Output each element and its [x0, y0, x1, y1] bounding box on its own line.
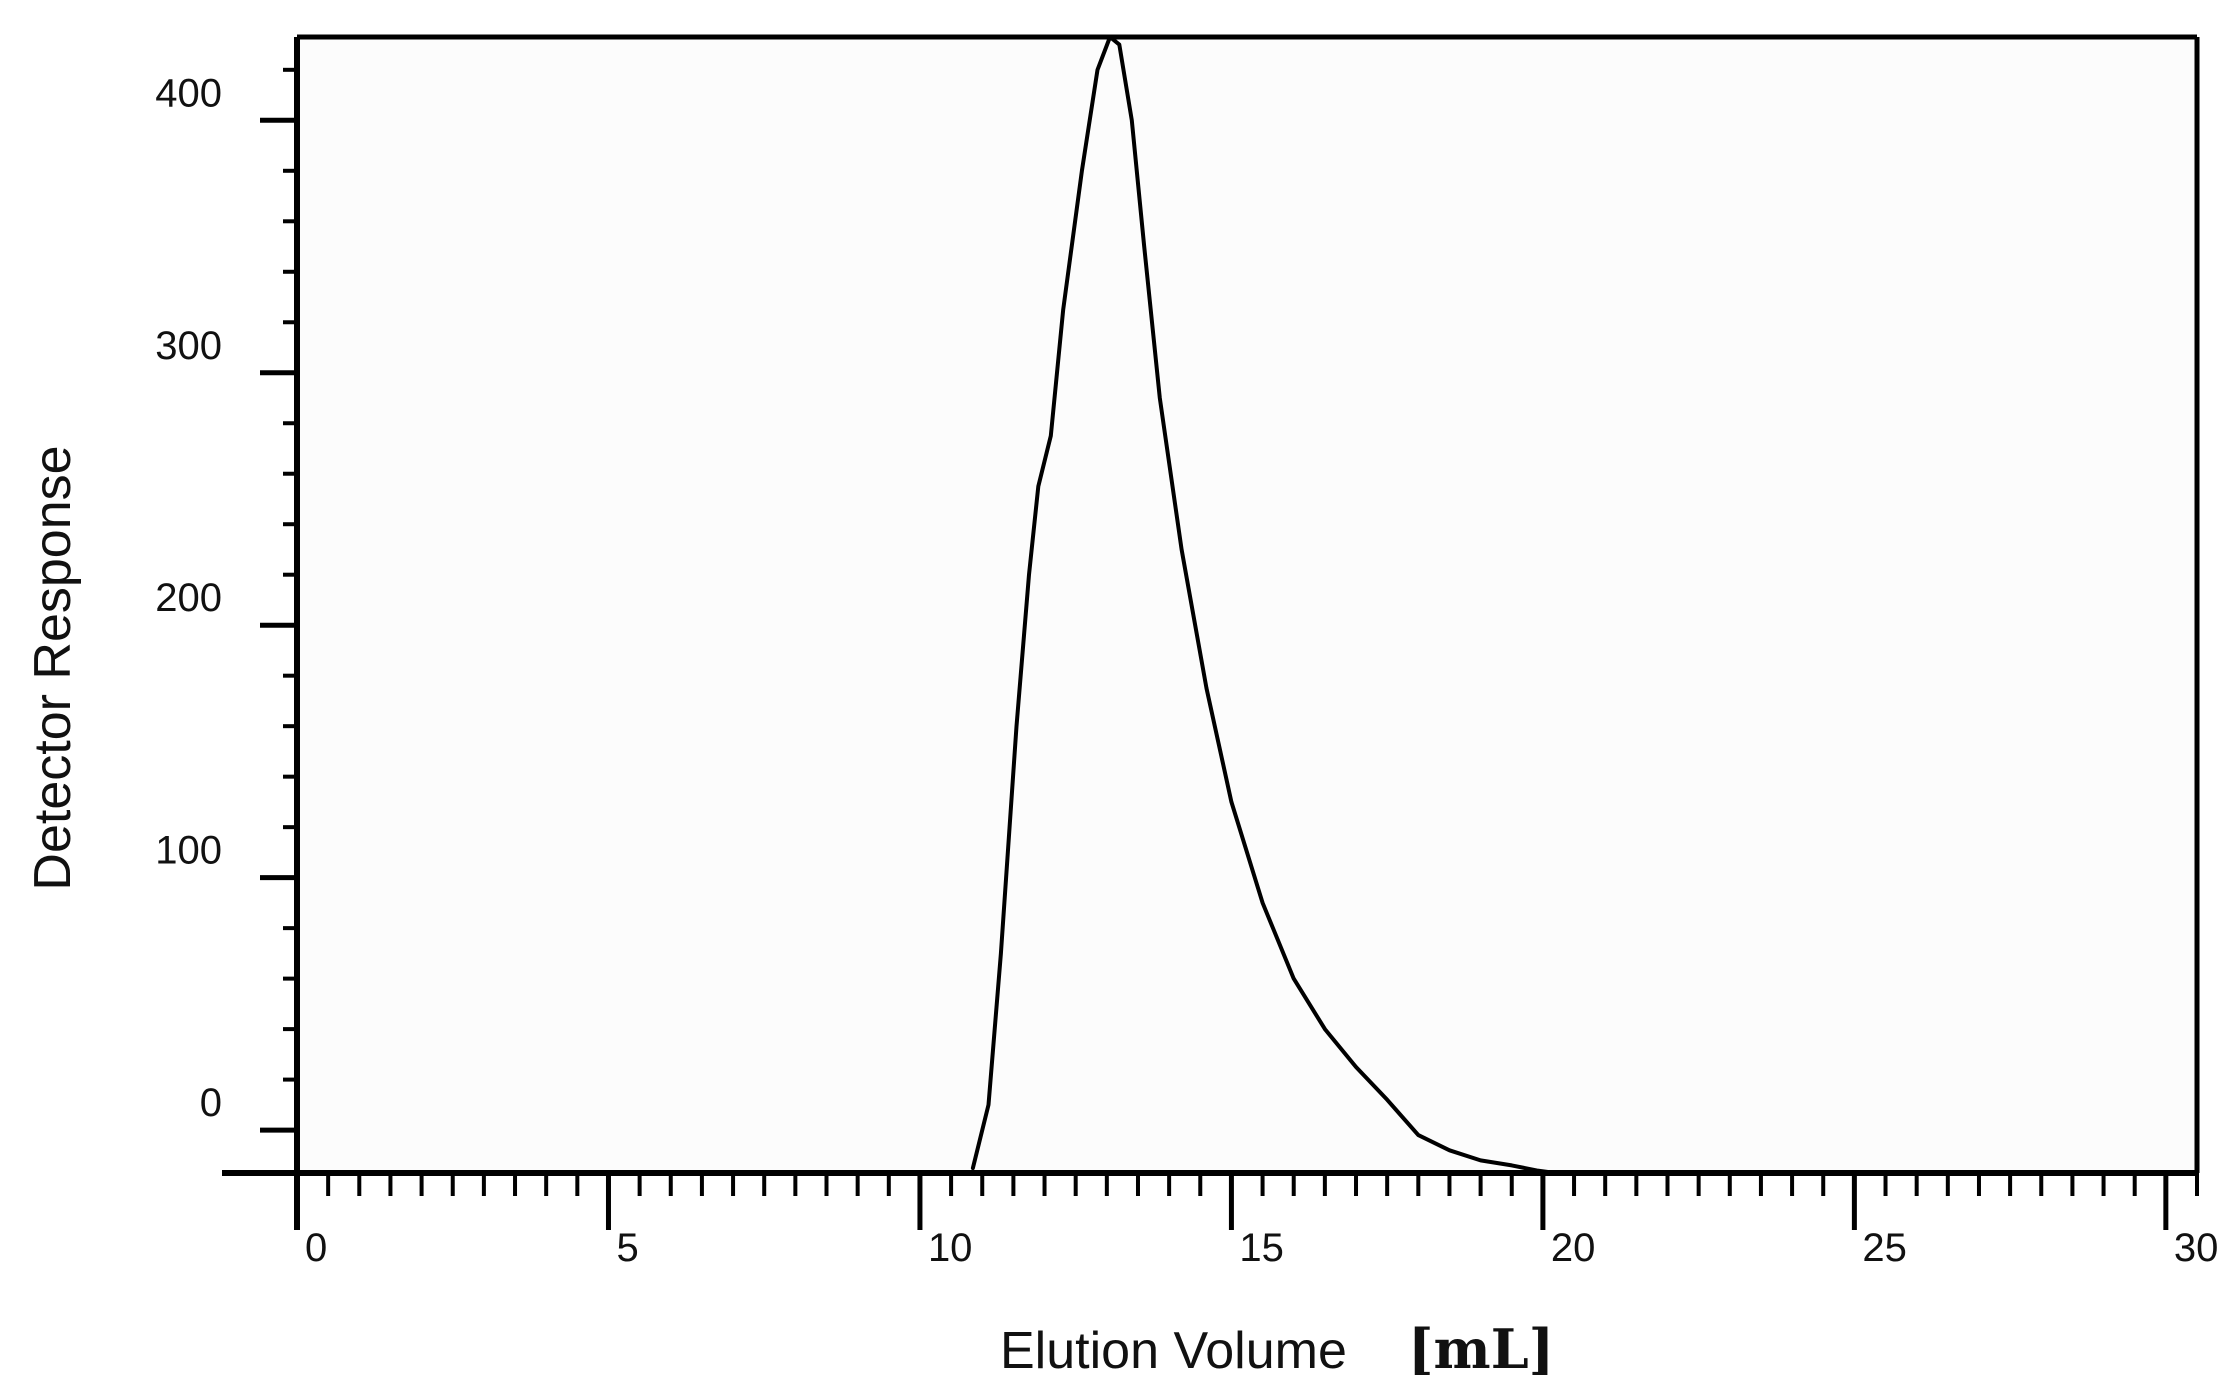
minor-ticks: [283, 67, 2199, 1196]
y-tick-label: 200: [155, 576, 222, 620]
y-tick-label: 0: [200, 1081, 222, 1125]
x-axis-unit: [mL]: [1408, 1317, 1554, 1381]
y-tick-label: 100: [155, 829, 222, 873]
plot-frame: [222, 34, 2200, 1230]
x-tick-label: 15: [1239, 1226, 1284, 1270]
y-tick-labels: 0 100 200 300 400: [155, 71, 222, 1125]
y-tick-label: 300: [155, 324, 222, 368]
x-tick-label: 25: [1862, 1226, 1907, 1270]
x-axis-title: Elution Volume: [1000, 1322, 1347, 1380]
plot-area: [297, 37, 2197, 1173]
x-tick-label: 10: [928, 1226, 973, 1270]
major-ticks: [260, 117, 2169, 1230]
x-tick-label: 30: [2174, 1226, 2219, 1270]
y-axis-title: Detector Response: [24, 445, 82, 890]
y-tick-label: 400: [155, 71, 222, 115]
detector-response-line: [970, 35, 1558, 1175]
x-tick-label: 20: [1551, 1226, 1596, 1270]
x-tick-label: 5: [616, 1226, 638, 1270]
x-tick-label: 0: [305, 1226, 327, 1270]
x-tick-labels: 0 5 10 15 20 25 30: [305, 1226, 2218, 1270]
